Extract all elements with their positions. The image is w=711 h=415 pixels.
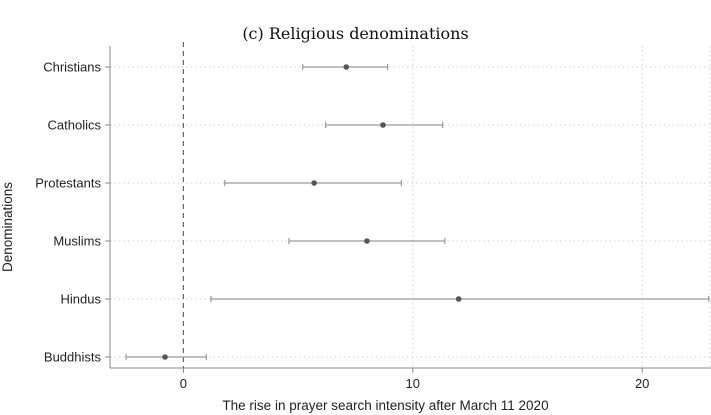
chart-title: (c) Religious denominations [242, 24, 469, 43]
estimate-marks [125, 64, 710, 360]
point-estimate [380, 122, 386, 128]
point-estimate [162, 354, 168, 360]
y-tick-label: Hindus [61, 292, 102, 307]
y-tick-label: Buddhists [44, 350, 102, 365]
point-estimate [343, 64, 350, 70]
x-axis-label: The rise in prayer search intensity afte… [222, 398, 548, 413]
y-tick-label: Christians [43, 60, 101, 75]
point-estimate [311, 180, 317, 186]
x-tick-label: 20 [635, 376, 649, 391]
point-estimate [364, 238, 370, 244]
point-estimate [455, 296, 462, 302]
x-tick-label: 10 [406, 376, 420, 391]
grid-lines [110, 46, 711, 368]
y-tick-label: Muslims [53, 234, 101, 249]
y-tick-labels: Christians Catholics Protestants Muslims Hin… [35, 60, 110, 365]
y-tick-label: Catholics [48, 118, 102, 133]
y-axis-label: Denominations [0, 182, 15, 272]
x-tick-label: 0 [180, 376, 187, 391]
x-tick-labels: 0 10 20 [180, 368, 649, 391]
y-tick-label: Protestants [35, 176, 101, 191]
